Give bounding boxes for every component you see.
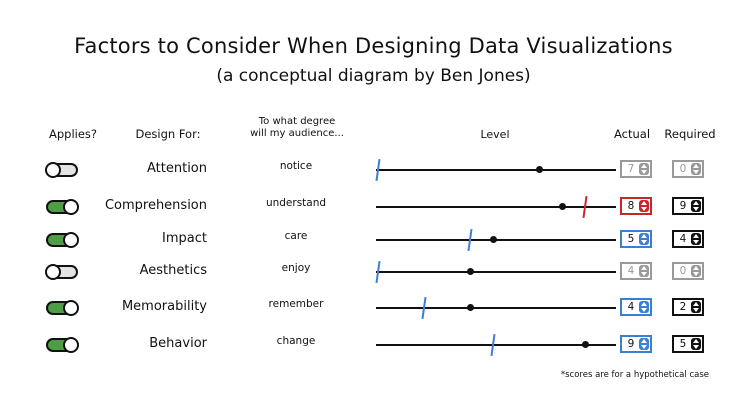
stepper-arrows-icon[interactable] xyxy=(691,338,701,350)
audience-verb: remember xyxy=(268,298,324,310)
stepper-arrows-icon[interactable] xyxy=(691,233,701,245)
factor-row: Aesthetics enjoy 4 0 xyxy=(0,260,747,294)
level-slider-track xyxy=(376,195,616,219)
required-level-marker[interactable] xyxy=(421,296,427,320)
required-level-marker[interactable] xyxy=(490,333,496,357)
level-slider-track xyxy=(376,333,616,357)
required-score-value: 2 xyxy=(679,301,687,313)
applies-header: Applies? xyxy=(48,127,98,141)
level-slider-track xyxy=(376,228,616,252)
actual-level-dot[interactable] xyxy=(581,341,589,348)
actual-level-dot[interactable] xyxy=(535,166,543,173)
actual-level-dot[interactable] xyxy=(489,236,497,243)
required-score-value: 4 xyxy=(679,233,687,245)
actual-level-dot[interactable] xyxy=(466,268,474,275)
required-score-value: 9 xyxy=(679,200,687,212)
actual-score-stepper[interactable]: 4 xyxy=(620,298,652,316)
stepper-arrows-icon[interactable] xyxy=(639,265,649,277)
actual-score-stepper[interactable]: 5 xyxy=(620,230,652,248)
audience-verb: notice xyxy=(279,160,313,172)
degree-header-line2: will my audience... xyxy=(250,128,344,139)
actual-level-dot[interactable] xyxy=(558,203,566,210)
required-score-stepper[interactable]: 9 xyxy=(672,197,704,215)
design-for-header: Design For: xyxy=(135,127,201,141)
factor-row: Behavior change 9 5 xyxy=(0,333,747,367)
actual-header: Actual xyxy=(613,127,651,141)
required-header: Required xyxy=(664,127,716,141)
factor-label: Comprehension xyxy=(104,198,207,213)
toggle-knob-icon xyxy=(63,300,79,316)
actual-score-value: 7 xyxy=(627,163,635,175)
audience-verb: change xyxy=(276,335,316,347)
required-score-value: 0 xyxy=(679,163,687,175)
required-score-stepper[interactable]: 0 xyxy=(672,262,704,280)
actual-score-value: 8 xyxy=(627,200,635,212)
factor-row: Attention notice 7 0 xyxy=(0,158,747,192)
required-score-value: 0 xyxy=(679,265,687,277)
actual-score-stepper[interactable]: 9 xyxy=(620,335,652,353)
level-header: Level xyxy=(480,128,510,141)
actual-level-dot[interactable] xyxy=(466,304,474,311)
toggle-knob-icon xyxy=(63,199,79,215)
actual-score-stepper[interactable]: 8 xyxy=(620,197,652,215)
applies-toggle[interactable] xyxy=(45,264,78,280)
applies-toggle[interactable] xyxy=(46,300,79,316)
degree-header: To what degree will my audience... xyxy=(232,116,362,140)
applies-toggle[interactable] xyxy=(45,162,78,178)
actual-score-value: 4 xyxy=(627,265,635,277)
required-level-marker[interactable] xyxy=(582,195,588,219)
diagram-title: Factors to Consider When Designing Data … xyxy=(74,34,673,58)
stepper-arrows-icon[interactable] xyxy=(691,200,701,212)
required-level-marker[interactable] xyxy=(375,158,381,182)
stepper-arrows-icon[interactable] xyxy=(639,200,649,212)
audience-verb: understand xyxy=(265,197,327,209)
stepper-arrows-icon[interactable] xyxy=(691,163,701,175)
audience-verb: care xyxy=(284,230,308,242)
stepper-arrows-icon[interactable] xyxy=(639,233,649,245)
footnote: *scores are for a hypothetical case xyxy=(560,370,709,380)
factor-row: Memorability remember 4 2 xyxy=(0,296,747,330)
factor-label: Behavior xyxy=(149,336,207,351)
degree-header-line1: To what degree xyxy=(258,116,336,127)
required-score-stepper[interactable]: 4 xyxy=(672,230,704,248)
stepper-arrows-icon[interactable] xyxy=(691,301,701,313)
factor-label: Memorability xyxy=(121,299,207,314)
factor-label: Attention xyxy=(147,161,207,176)
required-score-stepper[interactable]: 0 xyxy=(672,160,704,178)
actual-score-value: 9 xyxy=(627,338,635,350)
stepper-arrows-icon[interactable] xyxy=(639,338,649,350)
actual-score-value: 4 xyxy=(627,301,635,313)
toggle-knob-icon xyxy=(63,337,79,353)
actual-score-stepper[interactable]: 4 xyxy=(620,262,652,280)
diagram-subtitle: (a conceptual diagram by Ben Jones) xyxy=(216,66,531,86)
level-slider-track xyxy=(376,296,616,320)
required-level-marker[interactable] xyxy=(467,228,473,252)
factor-row: Impact care 5 4 xyxy=(0,228,747,262)
factor-row: Comprehension understand 8 9 xyxy=(0,195,747,229)
required-score-value: 5 xyxy=(679,338,687,350)
audience-verb: enjoy xyxy=(281,262,311,274)
applies-toggle[interactable] xyxy=(46,232,79,248)
stepper-arrows-icon[interactable] xyxy=(639,301,649,313)
stepper-arrows-icon[interactable] xyxy=(691,265,701,277)
level-slider-track xyxy=(375,260,616,284)
applies-toggle[interactable] xyxy=(46,199,79,215)
required-level-marker[interactable] xyxy=(375,260,381,284)
factor-label: Impact xyxy=(162,231,207,246)
stepper-arrows-icon[interactable] xyxy=(639,163,649,175)
actual-score-value: 5 xyxy=(627,233,635,245)
factor-label: Aesthetics xyxy=(139,263,207,278)
toggle-knob-icon xyxy=(45,162,61,178)
required-score-stepper[interactable]: 2 xyxy=(672,298,704,316)
toggle-knob-icon xyxy=(63,232,79,248)
required-score-stepper[interactable]: 5 xyxy=(672,335,704,353)
applies-toggle[interactable] xyxy=(46,337,79,353)
level-slider-track xyxy=(375,158,616,182)
actual-score-stepper[interactable]: 7 xyxy=(620,160,652,178)
toggle-knob-icon xyxy=(45,264,61,280)
